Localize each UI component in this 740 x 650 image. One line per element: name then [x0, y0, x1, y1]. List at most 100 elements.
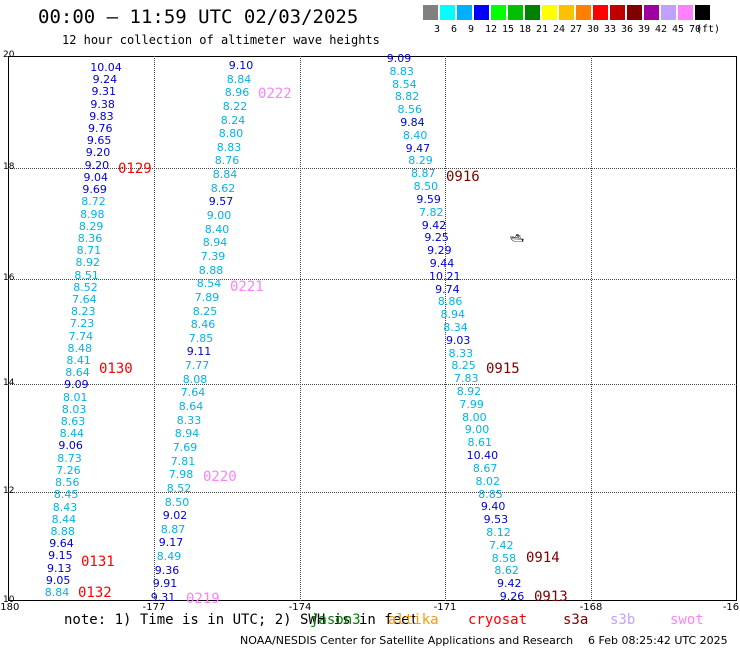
legend-label: 9	[468, 24, 475, 35]
wave-height-value: 9.09	[386, 52, 412, 65]
wave-height-value: 8.83	[389, 64, 414, 78]
legend-label: 27	[570, 24, 583, 35]
wave-height-value: 8.41	[66, 354, 91, 368]
legend-swatch	[491, 5, 506, 20]
wave-height-value: 7.64	[72, 292, 97, 306]
pass-time-label: 0132	[78, 585, 112, 601]
wave-height-value: 8.88	[198, 263, 224, 277]
legend-label: 42	[655, 24, 668, 35]
wave-height-value: 8.73	[57, 451, 82, 465]
wave-height-value: 7.82	[419, 205, 444, 219]
pass-time-label: 0915	[486, 361, 520, 377]
wave-height-value: 9.06	[58, 439, 83, 453]
wave-height-value: 8.64	[178, 400, 204, 414]
wave-height-value: 10.04	[90, 61, 122, 74]
wave-height-value: 9.36	[154, 563, 180, 577]
wave-height-value: 7.42	[488, 538, 514, 552]
wave-height-value: 8.44	[59, 427, 85, 441]
wave-height-value: 8.52	[73, 280, 98, 294]
y-tick-label: 16	[3, 273, 15, 283]
pass-time-label: 0131	[81, 554, 115, 570]
wave-height-value: 8.62	[210, 181, 236, 195]
wave-height-value: 9.74	[435, 282, 460, 296]
wave-height-value: 8.22	[222, 99, 248, 113]
wave-height-value: 9.11	[186, 345, 212, 359]
wave-height-value: 7.64	[180, 386, 206, 400]
legend-label: 36	[621, 24, 634, 35]
map-title: 00:00 – 11:59 UTC 02/03/2025	[38, 6, 359, 28]
wave-height-value: 9.64	[49, 537, 74, 551]
y-tick-label: 18	[3, 162, 15, 172]
grid-meridian	[300, 56, 301, 601]
legend-label: 6	[451, 24, 458, 35]
wave-height-value: 8.03	[61, 402, 87, 416]
legend-label: 12	[485, 24, 498, 35]
wave-height-value: 7.39	[200, 249, 226, 263]
wave-height-value: 8.64	[65, 366, 90, 380]
credit-line: NOAA/NESDIS Center for Satellite Applica…	[240, 634, 574, 647]
wave-height-value: 9.44	[429, 256, 455, 270]
wave-height-value: 8.01	[62, 390, 88, 404]
legend-swatch	[474, 5, 489, 20]
wave-height-value: 8.12	[486, 525, 511, 539]
footnote: note: 1) Time is in UTC; 2) SWH is in fe…	[64, 612, 419, 628]
x-tick-label: -16	[722, 602, 740, 613]
y-tick-label: 10	[3, 595, 15, 605]
wave-height-value: 7.98	[168, 468, 194, 482]
wave-height-value: 8.83	[216, 140, 242, 154]
wave-height-value: 8.50	[413, 180, 439, 194]
wave-height-value: 8.34	[443, 321, 468, 334]
wave-height-value: 8.33	[176, 413, 202, 427]
legend-swatch	[525, 5, 540, 20]
wave-height-value: 9.76	[88, 122, 113, 136]
legend-label: 18	[519, 24, 532, 35]
wave-height-value: 9.40	[480, 500, 506, 514]
satellite-label: s3a	[563, 612, 589, 628]
legend-label: 3	[434, 24, 441, 35]
legend-swatch	[542, 5, 557, 20]
wave-height-value: 8.43	[52, 500, 78, 514]
wave-height-value: 8.45	[53, 488, 79, 502]
wave-height-value: 9.17	[158, 536, 184, 550]
wave-height-value: 9.38	[90, 97, 115, 111]
grid-parallel	[8, 279, 737, 280]
wave-height-value: 9.83	[89, 109, 114, 123]
wave-height-value: 8.96	[224, 86, 250, 100]
wave-height-value: 9.42	[421, 218, 447, 232]
wave-height-value: 7.99	[459, 397, 484, 411]
wave-height-value: 9.59	[416, 192, 441, 206]
wave-height-value: 9.02	[162, 509, 188, 523]
wave-height-value: 8.33	[448, 346, 474, 360]
wave-height-value: 7.26	[56, 463, 81, 477]
wave-height-value: 9.47	[405, 141, 431, 155]
wave-height-value: 9.20	[85, 146, 111, 160]
legend-label: 24	[553, 24, 566, 35]
grid-parallel	[8, 492, 737, 493]
pass-time-label: 0221	[230, 279, 264, 295]
wave-height-value: 8.61	[467, 436, 492, 450]
wave-height-value: 8.00	[462, 410, 487, 424]
wave-height-value: 9.24	[92, 73, 118, 87]
wave-height-value: 8.46	[190, 318, 216, 332]
wave-height-value: 8.87	[410, 167, 436, 181]
wave-height-value: 8.94	[202, 236, 228, 250]
pass-time-label: 0914	[526, 550, 560, 566]
x-tick-label: -174	[288, 602, 312, 613]
legend-swatch	[644, 5, 659, 20]
pass-time-label: 0129	[118, 161, 152, 177]
wave-height-value: 8.49	[156, 550, 182, 564]
grid-parallel	[8, 168, 737, 169]
pass-time-label: 0219	[186, 591, 220, 607]
grid-parallel	[8, 384, 737, 385]
wave-height-value: 9.31	[91, 85, 116, 99]
wave-height-value: 8.56	[397, 103, 423, 117]
x-tick-label: -180	[0, 602, 20, 613]
wave-height-value: 7.89	[194, 290, 220, 304]
wave-height-value: 8.76	[214, 154, 240, 168]
wave-height-value: 8.84	[44, 586, 70, 599]
wave-height-value: 8.92	[456, 385, 482, 399]
legend-swatch	[610, 5, 625, 20]
wave-height-value: 8.85	[478, 487, 503, 501]
wave-height-value: 8.54	[196, 277, 222, 291]
pass-time-label: 0916	[446, 169, 480, 185]
